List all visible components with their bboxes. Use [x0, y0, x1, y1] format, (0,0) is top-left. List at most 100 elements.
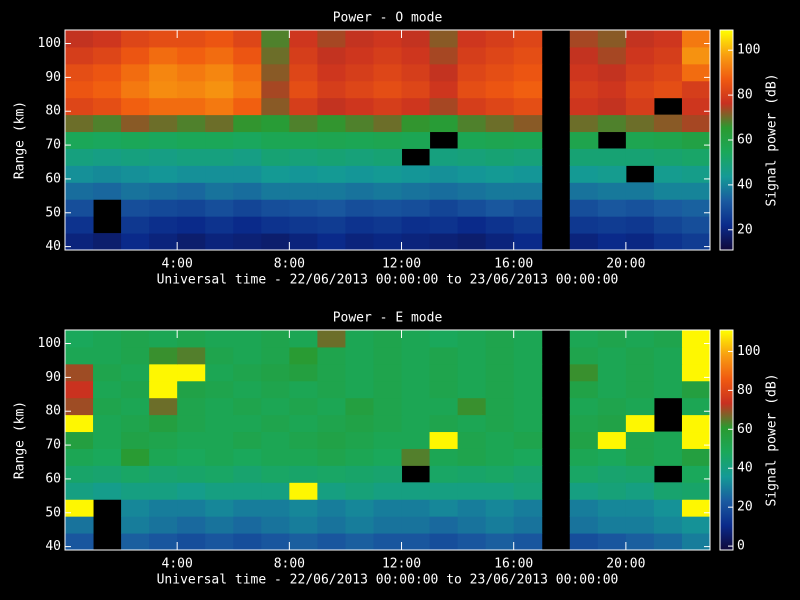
heatmap-cell [457, 465, 487, 483]
heatmap-cell [345, 431, 374, 449]
heatmap-cell [233, 148, 262, 166]
heatmap-cell [597, 97, 627, 116]
heatmap-cell [233, 165, 262, 183]
heatmap-cell [177, 397, 206, 416]
heatmap-cell [261, 330, 290, 348]
heatmap-cell [317, 199, 346, 217]
heatmap-cell [597, 46, 627, 65]
heatmap-cell [401, 233, 431, 250]
heatmap-cell [177, 346, 206, 365]
heatmap-cell [457, 516, 487, 534]
heatmap-cell [597, 80, 627, 99]
heatmap-cell [289, 397, 318, 416]
heatmap-cell [457, 499, 487, 517]
heatmap-cell [261, 431, 290, 449]
heatmap-cell [317, 431, 346, 449]
heatmap-cell [681, 516, 710, 534]
heatmap-cell [485, 482, 515, 500]
heatmap-cell [261, 80, 290, 99]
heatmap-cell [569, 533, 599, 550]
heatmap-cell [233, 63, 262, 82]
heatmap-cell [345, 46, 374, 65]
heatmap-cell [625, 431, 655, 449]
heatmap-cell [373, 414, 403, 433]
heatmap-cell [653, 148, 683, 166]
heatmap-cell [429, 165, 459, 183]
heatmap-cell [177, 431, 206, 449]
heatmap-cell [597, 482, 627, 500]
heatmap-cell [289, 63, 318, 82]
heatmap-cell [429, 346, 459, 365]
heatmap-cell [485, 63, 515, 82]
heatmap-cell [569, 97, 599, 116]
heatmap-cell [289, 46, 318, 65]
heatmap-cell [233, 380, 262, 399]
heatmap-cell [653, 114, 683, 133]
heatmap-cell [429, 414, 459, 433]
heatmap-cell [373, 30, 403, 48]
heatmap-cell [93, 465, 122, 483]
colorbar-label: Signal power (dB) [765, 73, 780, 206]
heatmap-cell [233, 482, 262, 500]
heatmap-cell [289, 165, 318, 183]
heatmap-cell [457, 448, 487, 466]
heatmap-cell [457, 114, 487, 133]
heatmap-cell [177, 199, 206, 217]
heatmap-cell [121, 380, 150, 399]
heatmap-cell [513, 80, 543, 99]
heatmap-cell [485, 346, 515, 365]
heatmap-cell [457, 330, 487, 348]
heatmap-cell [569, 448, 599, 466]
heatmap-cell [401, 80, 431, 99]
colorbar-tick-label: 40 [737, 461, 753, 476]
heatmap-cell [65, 148, 94, 166]
heatmap-cell [345, 97, 374, 116]
heatmap-cell [457, 380, 487, 399]
heatmap-cell [121, 448, 150, 466]
heatmap-cell [261, 465, 290, 483]
heatmap-cell [65, 165, 94, 183]
heatmap-cell [457, 63, 487, 82]
cells [65, 330, 710, 550]
heatmap-cell [93, 482, 122, 500]
heatmap-cell [485, 499, 515, 517]
heatmap-cell [345, 346, 374, 365]
heatmap-cell [289, 431, 318, 449]
y-tick-label: 90 [45, 70, 61, 85]
heatmap-cell [205, 97, 234, 116]
heatmap-cell [289, 414, 318, 433]
colorbar-tick-label: 20 [737, 222, 753, 237]
heatmap-cell [597, 148, 627, 166]
heatmap-cell [429, 431, 459, 449]
heatmap-cell [261, 165, 290, 183]
heatmap-cell [93, 80, 122, 99]
heatmap-cell [289, 465, 318, 483]
heatmap-cell [177, 516, 206, 534]
heatmap-cell [317, 30, 346, 48]
heatmap-cell [121, 148, 150, 166]
heatmap-cell [401, 199, 431, 217]
heatmap-cell [653, 330, 683, 348]
heatmap-cell [65, 233, 94, 250]
heatmap-cell [345, 182, 374, 200]
heatmap-cell [457, 80, 487, 99]
heatmap-cell [317, 465, 346, 483]
heatmap-cell [597, 380, 627, 399]
heatmap-cell [177, 363, 206, 382]
heatmap-cell [597, 114, 627, 133]
heatmap-cell [121, 30, 150, 48]
heatmap-cell [373, 448, 403, 466]
heatmap-cell [289, 346, 318, 365]
heatmap-cell [485, 80, 515, 99]
heatmap-cell [149, 516, 178, 534]
heatmap-cell [513, 30, 543, 48]
heatmap-cell [65, 482, 94, 500]
heatmap-cell [233, 97, 262, 116]
heatmap-cell [597, 448, 627, 466]
heatmap-cell [65, 182, 94, 200]
heatmap-cell [625, 499, 655, 517]
heatmap-cell [121, 46, 150, 65]
heatmap-cell [457, 233, 487, 250]
heatmap-cell [65, 465, 94, 483]
heatmap-cell [513, 114, 543, 133]
